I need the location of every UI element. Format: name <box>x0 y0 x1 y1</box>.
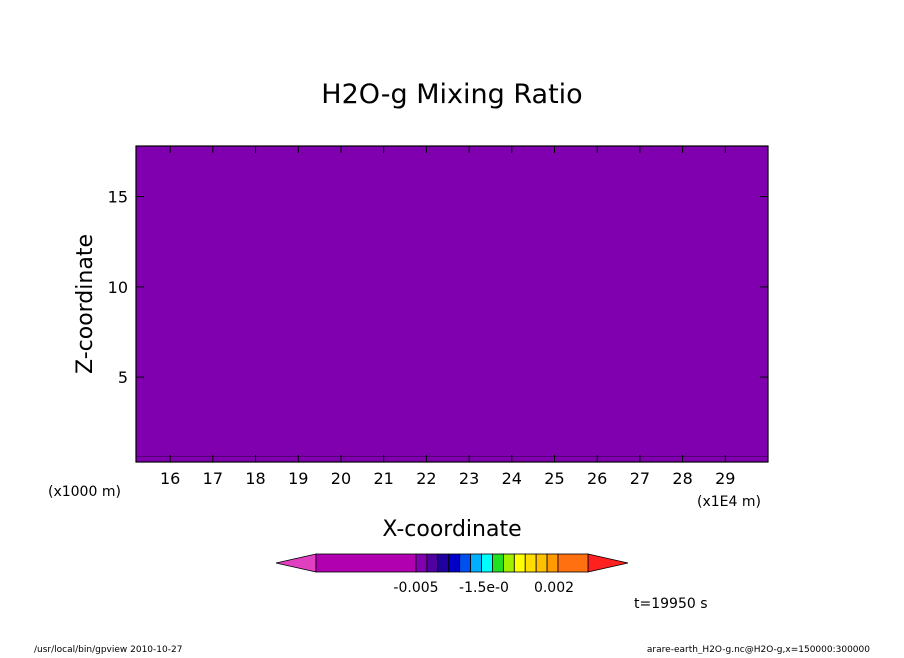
y-tick-label: 15 <box>108 188 128 207</box>
colorbar-tick-labels: -0.005 -1.5e-0 0.002 <box>393 580 574 596</box>
y-ticks: 5 10 15 <box>108 188 768 387</box>
y-tick-label: 10 <box>108 278 128 297</box>
y-axis-title: Z-coordinate <box>73 234 98 374</box>
x-tick-label: 27 <box>630 469 650 488</box>
colorbar-swatch <box>557 553 589 573</box>
colorbar-tick-label: -1.5e-0 <box>459 580 509 596</box>
x-tick-label: 24 <box>502 469 522 488</box>
colorbar-swatch <box>481 553 493 573</box>
colorbar-swatch <box>415 553 428 573</box>
x-tick-label: 28 <box>672 469 692 488</box>
colorbar-swatch <box>502 553 515 573</box>
x-axis-title: X-coordinate <box>382 517 521 542</box>
colorbar-swatch <box>470 553 482 573</box>
colorbar-swatch <box>535 553 548 573</box>
x-tick-label: 22 <box>416 469 436 488</box>
contour-band-floor <box>136 456 768 462</box>
plot-area: 16 17 18 19 20 21 22 23 24 25 26 27 28 29 5 10 15 <box>108 145 769 488</box>
colorbar-swatch <box>524 553 537 573</box>
x-tick-label: 20 <box>331 469 351 488</box>
contour-bands <box>136 146 768 462</box>
colorbar-swatch <box>426 553 439 573</box>
x-tick-label: 23 <box>459 469 479 488</box>
x-ticks: 16 17 18 19 20 21 22 23 24 25 26 27 28 29 <box>160 146 735 488</box>
colorbar-swatch <box>315 553 417 573</box>
time-label: t=19950 s <box>634 596 708 612</box>
footer-right: arare-earth_H2O-g.nc@H2O-g,x=150000:3000… <box>647 645 870 654</box>
colorbar <box>275 553 629 573</box>
colorbar-high-arrow <box>587 553 629 573</box>
colorbar-tick-label: 0.002 <box>534 580 574 596</box>
contour-band-10-purple <box>136 146 768 457</box>
x-unit-left: (x1000 m) <box>48 484 121 500</box>
chart-title: H2O-g Mixing Ratio <box>321 79 582 110</box>
plot-frame <box>135 145 769 463</box>
x-unit-right: (x1E4 m) <box>697 494 761 510</box>
x-tick-label: 17 <box>203 469 223 488</box>
x-tick-label: 26 <box>587 469 607 488</box>
y-tick-label: 5 <box>118 368 128 387</box>
colorbar-tick-label: -0.005 <box>393 580 438 596</box>
x-tick-label: 25 <box>544 469 564 488</box>
colorbar-swatch <box>513 553 526 573</box>
footer-left: /usr/local/bin/gpview 2010-10-27 <box>34 645 182 654</box>
x-tick-label: 19 <box>288 469 308 488</box>
x-tick-label: 29 <box>715 469 735 488</box>
colorbar-low-arrow <box>275 553 317 573</box>
colorbar-swatch <box>546 553 559 573</box>
x-tick-label: 16 <box>160 469 180 488</box>
colorbar-swatch <box>437 553 450 573</box>
colorbar-swatch <box>492 553 504 573</box>
x-tick-label: 18 <box>245 469 265 488</box>
x-tick-label: 21 <box>373 469 393 488</box>
colorbar-swatch <box>459 553 472 573</box>
colorbar-swatch <box>448 553 461 573</box>
